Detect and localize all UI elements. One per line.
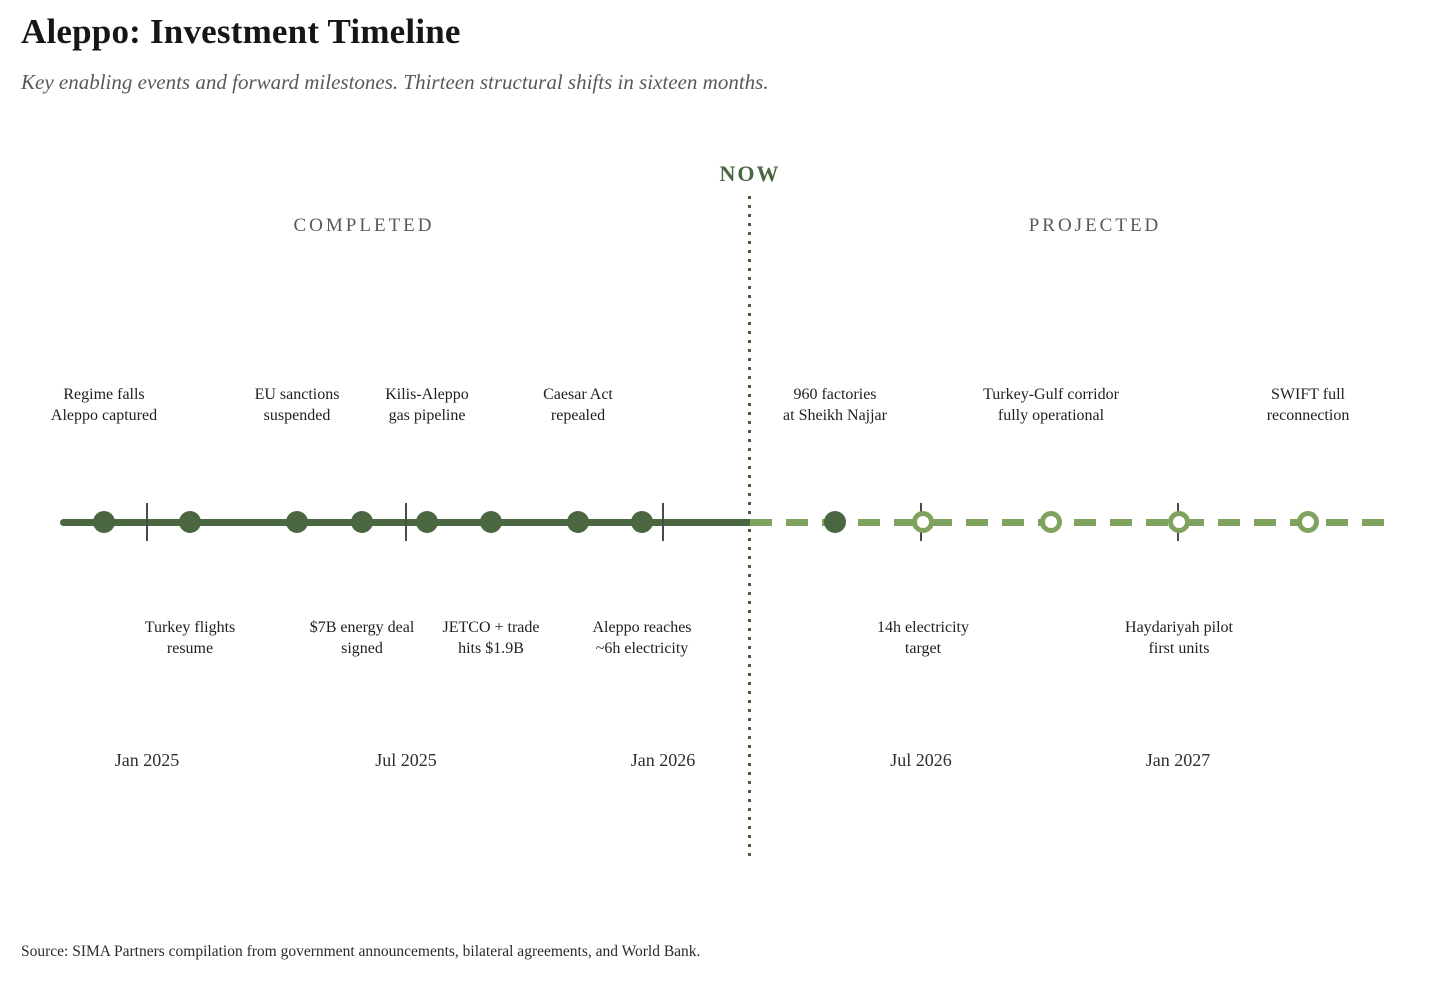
event-marker-filled [631, 511, 653, 533]
event-label-line1: Turkey flights [144, 619, 236, 636]
event-label: EU sanctions suspended [202, 384, 392, 426]
event-label: $7B energy deal signed [267, 617, 457, 659]
axis-tick [662, 503, 664, 541]
event-label-line1: Aleppo reaches [592, 619, 692, 636]
page-title: Aleppo: Investment Timeline [21, 12, 461, 51]
event-label-line1: Turkey-Gulf corridor [983, 386, 1119, 403]
event-marker-filled [416, 511, 438, 533]
event-label-line2: target [904, 640, 942, 657]
event-marker-filled [824, 511, 846, 533]
section-label-projected: PROJECTED [1028, 215, 1162, 236]
event-label-line2: Aleppo captured [50, 407, 158, 424]
event-label-line2: signed [341, 640, 383, 657]
event-label: 14h electricity target [828, 617, 1018, 659]
event-label-line2: hits $1.9B [458, 640, 524, 657]
event-label-line1: EU sanctions [254, 386, 340, 403]
event-marker-open [1168, 511, 1190, 533]
event-label: JETCO + trade hits $1.9B [396, 617, 586, 659]
event-label: SWIFT full reconnection [1213, 384, 1403, 426]
event-label-line2: at Sheikh Najjar [783, 407, 887, 424]
event-marker-filled [93, 511, 115, 533]
event-label-line2: resume [166, 640, 214, 657]
event-label-line1: 960 factories [793, 386, 877, 403]
event-marker-filled [286, 511, 308, 533]
chart-subtitle: Key enabling events and forward mileston… [21, 70, 769, 94]
event-label-line1: Caesar Act [543, 386, 613, 403]
event-label-line1: JETCO + trade [442, 619, 540, 636]
axis-date-label: Jul 2025 [375, 750, 437, 770]
event-label-line1: Kilis-Aleppo [385, 386, 469, 403]
event-marker-filled [480, 511, 502, 533]
event-label: Aleppo reaches ~6h electricity [547, 617, 737, 659]
axis-date-label: Jan 2025 [114, 750, 180, 770]
axis-date-label: Jan 2027 [1145, 750, 1211, 770]
event-label: Regime falls Aleppo captured [9, 384, 199, 426]
axis-tick [146, 503, 148, 541]
event-marker-filled [567, 511, 589, 533]
event-label: Turkey-Gulf corridor fully operational [956, 384, 1146, 426]
event-label: 960 factories at Sheikh Najjar [740, 384, 930, 426]
event-label: Haydariyah pilot first units [1084, 617, 1274, 659]
now-divider-line [748, 196, 751, 856]
event-label-line2: repealed [550, 407, 606, 424]
axis-date-label: Jan 2026 [630, 750, 696, 770]
event-marker-filled [351, 511, 373, 533]
event-label-line1: Haydariyah pilot [1125, 619, 1233, 636]
event-marker-open [912, 511, 934, 533]
event-label-line2: ~6h electricity [595, 640, 689, 657]
event-label-line1: SWIFT full [1271, 386, 1345, 403]
event-label: Caesar Act repealed [483, 384, 673, 426]
event-label-line1: 14h electricity [877, 619, 969, 636]
event-label-line2: reconnection [1266, 407, 1350, 424]
event-label-line2: gas pipeline [388, 407, 466, 424]
event-label-line2: fully operational [997, 407, 1105, 424]
event-label: Kilis-Aleppo gas pipeline [332, 384, 522, 426]
event-marker-open [1297, 511, 1319, 533]
event-label-line1: Regime falls [63, 386, 145, 403]
event-label-line1: $7B energy deal [309, 619, 415, 636]
axis-tick [405, 503, 407, 541]
source-note: Source: SIMA Partners compilation from g… [21, 943, 701, 960]
event-marker-open [1040, 511, 1062, 533]
section-label-completed: COMPLETED [293, 215, 435, 236]
axis-date-label: Jul 2026 [890, 750, 952, 770]
timeline-projected-line [750, 519, 1390, 526]
event-label-line2: first units [1148, 640, 1210, 657]
event-label-line2: suspended [263, 407, 331, 424]
event-label: Turkey flights resume [95, 617, 285, 659]
now-label: NOW [719, 161, 781, 186]
event-marker-filled [179, 511, 201, 533]
